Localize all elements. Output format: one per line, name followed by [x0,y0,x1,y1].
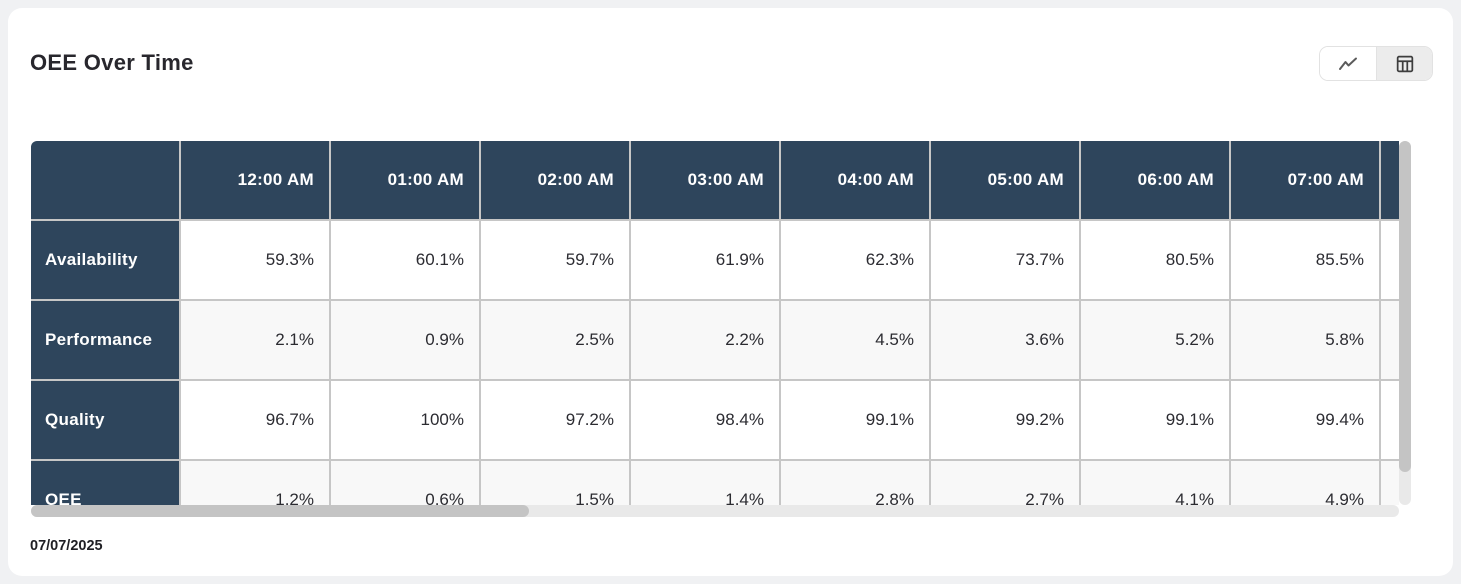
table-cell: 1.2% [181,461,331,505]
table-cell: 59.7% [481,221,631,301]
table-row-availability: Availability 59.3% 60.1% 59.7% 61.9% 62.… [31,221,1399,301]
table-cell: 85.5% [1231,221,1381,301]
column-header-clipped [1381,141,1399,221]
table-cell: 0.6% [331,461,481,505]
table-cell: 100% [331,381,481,461]
row-header-performance: Performance [31,301,181,381]
oee-table: 12:00 AM 01:00 AM 02:00 AM 03:00 AM 04:0… [31,141,1399,505]
view-toggle [1319,46,1433,81]
table-cell: 4.1% [1081,461,1231,505]
table-cell: 99.4% [1231,381,1381,461]
column-header: 01:00 AM [331,141,481,221]
table-row-oee: OEE 1.2% 0.6% 1.5% 1.4% 2.8% 2.7% 4.1% 4… [31,461,1399,505]
header-row: 12:00 AM 01:00 AM 02:00 AM 03:00 AM 04:0… [31,141,1399,221]
horizontal-scrollbar-thumb[interactable] [31,505,529,517]
footer-date: 07/07/2025 [30,538,103,554]
table-cell: 0.9% [331,301,481,381]
table-cell: 98.4% [631,381,781,461]
table-cell: 5.8% [1231,301,1381,381]
table-cell: 4.9% [1231,461,1381,505]
column-header: 12:00 AM [181,141,331,221]
table-cell: 4.5% [781,301,931,381]
row-header-availability: Availability [31,221,181,301]
column-header: 04:00 AM [781,141,931,221]
table-cell: 2.5% [481,301,631,381]
table-cell: 1.5% [481,461,631,505]
table-cell: 99.1% [781,381,931,461]
table-cell: 2.8% [781,461,931,505]
table-cell: 99.1% [1081,381,1231,461]
table-cell: 61.9% [631,221,781,301]
table-cell-clipped [1381,221,1399,301]
table-cell-clipped [1381,461,1399,505]
row-header-oee: OEE [31,461,181,505]
table-cell: 80.5% [1081,221,1231,301]
table-cell-clipped [1381,301,1399,381]
table-cell: 73.7% [931,221,1081,301]
table-cell: 96.7% [181,381,331,461]
column-header: 02:00 AM [481,141,631,221]
table-row-performance: Performance 2.1% 0.9% 2.5% 2.2% 4.5% 3.6… [31,301,1399,381]
table-cell: 97.2% [481,381,631,461]
table-cell: 59.3% [181,221,331,301]
table-row-quality: Quality 96.7% 100% 97.2% 98.4% 99.1% 99.… [31,381,1399,461]
table-cell: 2.1% [181,301,331,381]
table-view-button[interactable] [1376,47,1432,80]
table-cell: 60.1% [331,221,481,301]
corner-cell [31,141,181,221]
horizontal-scrollbar[interactable] [31,505,1399,517]
widget-title: OEE Over Time [30,50,194,75]
column-header: 06:00 AM [1081,141,1231,221]
chart-view-button[interactable] [1320,47,1376,80]
vertical-scrollbar-thumb[interactable] [1399,141,1411,472]
oee-widget-card: OEE Over Time [8,8,1453,576]
table-cell: 5.2% [1081,301,1231,381]
table-icon [1394,53,1416,75]
table-cell: 1.4% [631,461,781,505]
oee-table-viewport[interactable]: 12:00 AM 01:00 AM 02:00 AM 03:00 AM 04:0… [31,141,1399,505]
column-header: 05:00 AM [931,141,1081,221]
table-cell: 99.2% [931,381,1081,461]
vertical-scrollbar[interactable] [1399,141,1411,505]
row-header-quality: Quality [31,381,181,461]
table-cell-clipped [1381,381,1399,461]
oee-table-area: 12:00 AM 01:00 AM 02:00 AM 03:00 AM 04:0… [31,141,1411,517]
line-chart-icon [1337,55,1359,73]
table-cell: 2.2% [631,301,781,381]
table-cell: 2.7% [931,461,1081,505]
table-cell: 62.3% [781,221,931,301]
column-header: 07:00 AM [1231,141,1381,221]
column-header: 03:00 AM [631,141,781,221]
table-cell: 3.6% [931,301,1081,381]
